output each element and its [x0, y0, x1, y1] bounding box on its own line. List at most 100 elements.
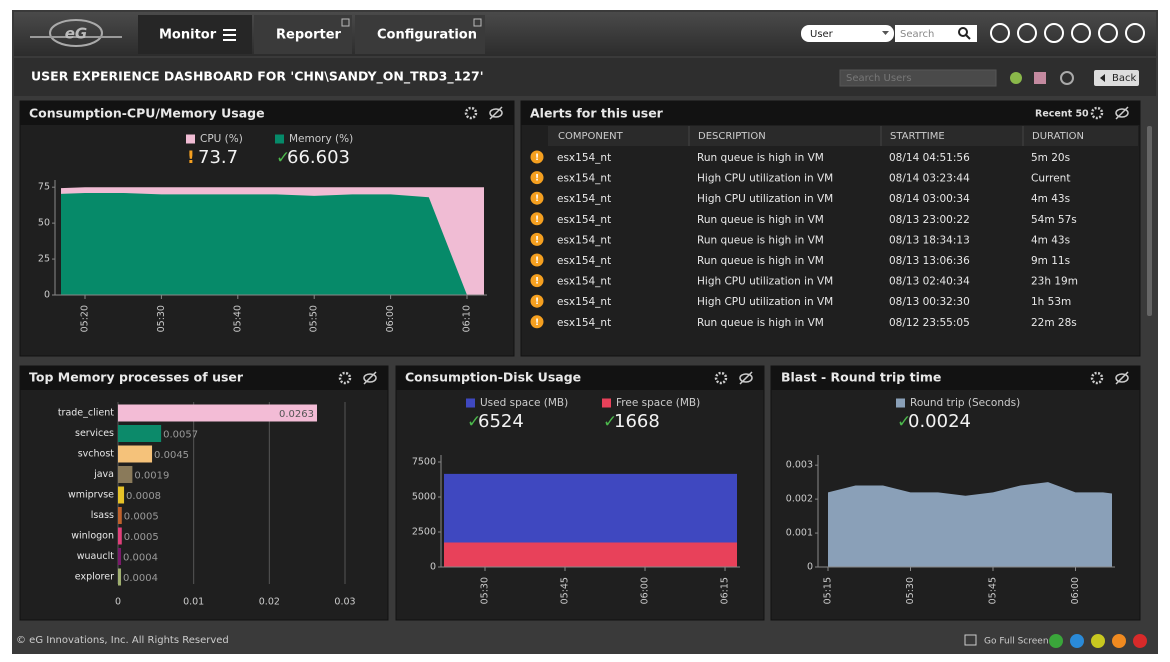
- category-label: java: [93, 469, 114, 480]
- user-select[interactable]: [801, 25, 894, 42]
- search-users-box[interactable]: [839, 69, 997, 87]
- external-icon: [341, 18, 350, 27]
- settings-icon[interactable]: [1090, 371, 1104, 385]
- search-users-placeholder[interactable]: Search Users: [846, 73, 912, 84]
- value-label: 0.0263: [279, 409, 314, 420]
- copyright: © eG Innovations, Inc. All Rights Reserv…: [16, 635, 229, 646]
- bar: [118, 404, 318, 422]
- alert-icon: [530, 171, 544, 185]
- value-label: 0.0005: [124, 532, 159, 543]
- settings-icon[interactable]: [464, 106, 478, 120]
- search-icon[interactable]: [958, 27, 971, 40]
- menu-icon[interactable]: [223, 29, 236, 41]
- hide-icon[interactable]: [739, 373, 753, 383]
- table-cell: 08/13 13:06:36: [889, 255, 970, 267]
- hide-icon-slash: [739, 371, 753, 385]
- status-icons[interactable]: [1049, 634, 1147, 648]
- fullscreen-icon[interactable]: [964, 634, 977, 646]
- x-tick-label: 06:10: [462, 305, 473, 332]
- alert-icon-glyph: !: [535, 256, 539, 266]
- status-icon: ✓: [276, 148, 290, 168]
- legend-label: Round trip (Seconds): [910, 397, 1020, 409]
- hide-icon[interactable]: [363, 373, 377, 383]
- external-icon: [473, 18, 482, 27]
- status-icon: ✓: [603, 412, 617, 432]
- user-select-label[interactable]: User: [810, 29, 834, 40]
- legend-label: Memory (%): [289, 133, 353, 145]
- y-tick-label: 50: [38, 218, 50, 229]
- table-cell: esx154_nt: [557, 276, 611, 288]
- table-cell: 08/12 23:55:05: [889, 317, 970, 329]
- header-icons[interactable]: [1010, 71, 1074, 85]
- alert-icon-glyph: !: [535, 153, 539, 163]
- x-tick-label: 05:30: [480, 577, 491, 604]
- y-tick-label: 0: [430, 562, 436, 573]
- table-cell: 08/13 18:34:13: [889, 234, 970, 246]
- value-label: 0.0004: [123, 573, 158, 584]
- panel-title: Top Memory processes of user: [29, 370, 244, 385]
- tab[interactable]: [254, 15, 352, 54]
- table-cell: 4m 43s: [1031, 234, 1070, 246]
- table-cell: 08/14 03:23:44: [889, 173, 970, 185]
- alert-icon: [530, 150, 544, 164]
- legend-swatch: [275, 134, 284, 144]
- table-cell: Run queue is high in VM: [697, 214, 824, 226]
- hide-icon-slash: [1115, 371, 1129, 385]
- alert-icon-glyph: !: [535, 297, 539, 307]
- nav-icons[interactable]: [990, 23, 1145, 43]
- table-cell: 08/13 00:32:30: [889, 296, 970, 308]
- recent-label[interactable]: Recent 50: [1035, 109, 1089, 120]
- value-label: 0.0005: [124, 512, 159, 523]
- tab-label[interactable]: Configuration: [377, 28, 477, 43]
- y-tick-label: 5000: [412, 492, 436, 503]
- table-cell: Run queue is high in VM: [697, 234, 824, 246]
- settings-icon[interactable]: [1090, 106, 1104, 120]
- table-cell: 54m 57s: [1031, 214, 1077, 226]
- x-tick-label: 05:30: [156, 305, 167, 332]
- current-value: 6524: [478, 411, 524, 432]
- search-box[interactable]: [895, 25, 977, 42]
- y-tick-label: 25: [38, 254, 50, 265]
- category-label: services: [75, 428, 114, 439]
- x-tick-label: 0.03: [334, 597, 355, 608]
- hide-icon[interactable]: [1115, 108, 1129, 118]
- y-tick-label: 0.003: [786, 460, 813, 471]
- tab-label[interactable]: Reporter: [276, 28, 342, 43]
- panel-title: Blast - Round trip time: [781, 370, 941, 385]
- bar: [118, 425, 162, 442]
- table-cell: 1h 53m: [1031, 296, 1071, 308]
- table-cell: 08/14 03:00:34: [889, 193, 970, 205]
- value-label: 0.0008: [126, 491, 161, 502]
- panel-header: [396, 366, 764, 390]
- column-header: DESCRIPTION: [698, 131, 766, 142]
- x-tick-label: 06:00: [385, 305, 396, 332]
- svg-text:eG: eG: [65, 25, 88, 43]
- dropdown-arrow: [882, 31, 889, 35]
- alert-icon-glyph: !: [535, 277, 539, 287]
- alert-icon-glyph: !: [535, 194, 539, 204]
- tab-label[interactable]: Monitor: [159, 28, 217, 43]
- bar: [118, 486, 125, 504]
- value-label: 0.0057: [163, 430, 198, 441]
- column-header: DURATION: [1032, 131, 1084, 142]
- panel-title: Alerts for this user: [530, 106, 664, 121]
- hide-icon[interactable]: [489, 108, 503, 118]
- tab[interactable]: [355, 15, 485, 54]
- settings-icon[interactable]: [338, 371, 352, 385]
- table-cell: 08/14 04:51:56: [889, 152, 970, 164]
- x-tick-label: 0.02: [259, 597, 280, 608]
- search-placeholder[interactable]: Search: [900, 29, 934, 40]
- status-icon: !: [187, 148, 195, 168]
- settings-icon[interactable]: [714, 371, 728, 385]
- fullscreen-label[interactable]: Go Full Screen: [984, 637, 1049, 647]
- back-label[interactable]: Back: [1112, 73, 1136, 84]
- back-button[interactable]: [1094, 70, 1139, 86]
- bar: [118, 466, 133, 483]
- x-tick-label: 06:00: [640, 577, 651, 604]
- table-cell: 22m 28s: [1031, 317, 1077, 329]
- x-tick-label: 0.01: [183, 597, 204, 608]
- hide-icon[interactable]: [1115, 373, 1129, 383]
- scrollbar: [1147, 126, 1152, 316]
- alert-icon-glyph: !: [535, 174, 539, 184]
